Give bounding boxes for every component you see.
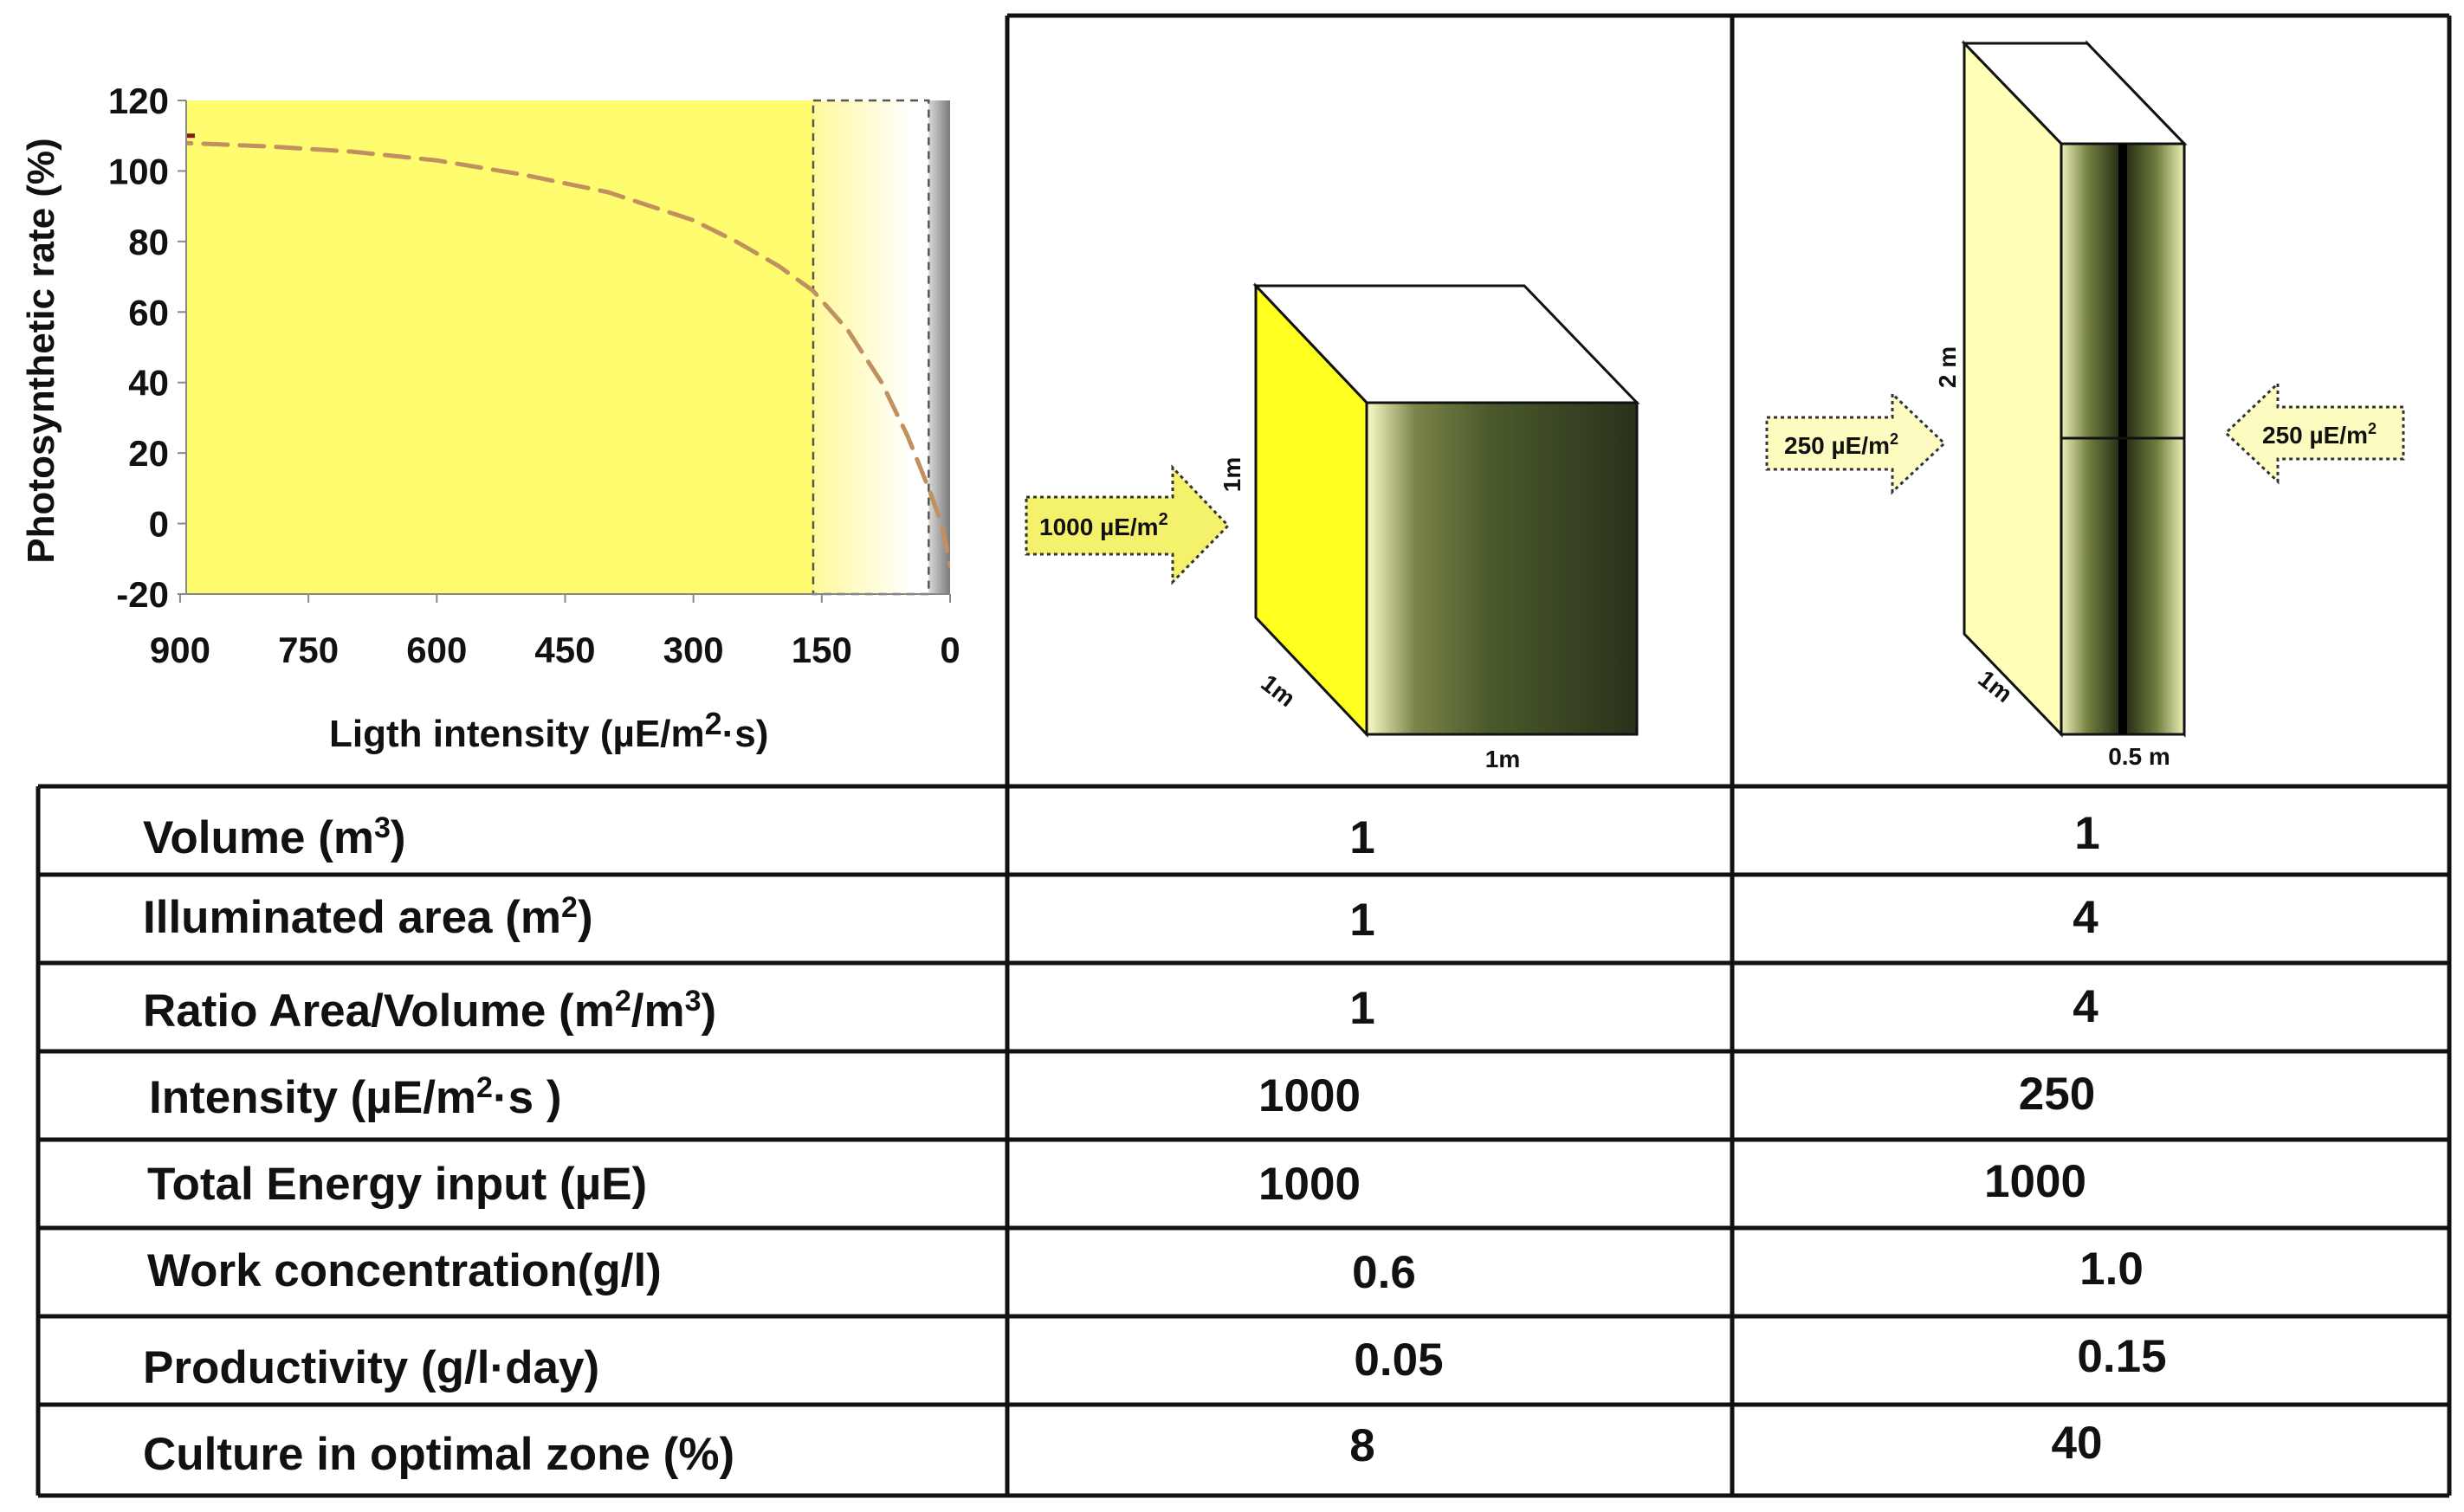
light-arrow-1000: 1000 µE/m2 bbox=[1025, 464, 1231, 585]
y-tick-label: 80 bbox=[128, 222, 169, 262]
row-value-concentration-cube: 0.6 bbox=[1352, 1247, 1416, 1298]
row-value-productivity-cube: 0.05 bbox=[1354, 1334, 1443, 1386]
row-value-concentration-panel: 1.0 bbox=[2079, 1244, 2144, 1295]
row-value-volume-cube: 1 bbox=[1349, 812, 1374, 863]
y-tick-label: 20 bbox=[128, 433, 169, 474]
flat-panel-photobioreactor-diagram: 250 µE/m2 250 µE/m2 2 m 1m 0.5 m bbox=[1765, 40, 2405, 770]
y-tick-label: 120 bbox=[108, 81, 169, 121]
row-value-ratio-panel: 4 bbox=[2073, 981, 2099, 1032]
row-value-optimal-panel: 40 bbox=[2052, 1418, 2103, 1469]
row-label-total-energy: Total Energy input (µE) bbox=[147, 1159, 647, 1210]
cube-height-label: 1m bbox=[1219, 457, 1245, 492]
row-label-productivity: Productivity (g/l·day) bbox=[143, 1342, 599, 1393]
comparison-table-grid bbox=[36, 13, 2452, 1498]
row-value-volume-panel: 1 bbox=[2074, 808, 2099, 859]
row-value-energy-cube: 1000 bbox=[1258, 1159, 1361, 1210]
optimal-zone-shading bbox=[812, 100, 929, 594]
row-value-ratio-cube: 1 bbox=[1349, 983, 1374, 1034]
cube-depth-label: 1m bbox=[1256, 669, 1300, 712]
y-tick-label: -20 bbox=[116, 574, 169, 615]
row-label-volume: Volume (m3) bbox=[143, 811, 406, 863]
row-value-area-cube: 1 bbox=[1349, 895, 1374, 946]
cube-front-face bbox=[1365, 401, 1639, 736]
x-tick-label: 750 bbox=[278, 630, 339, 670]
row-label-optimal-zone: Culture in optimal zone (%) bbox=[143, 1429, 734, 1480]
panel-illuminated-side bbox=[1963, 40, 2063, 738]
y-tick-label: 60 bbox=[128, 292, 169, 333]
row-value-intensity-panel: 250 bbox=[2019, 1069, 2095, 1120]
row-label-illuminated-area: Illuminated area (m2) bbox=[143, 891, 593, 943]
x-tick-label: 600 bbox=[406, 630, 467, 670]
cube-photobioreactor-diagram: 1000 µE/m2 1m 1m 1m bbox=[1025, 282, 1640, 772]
x-tick-label: 450 bbox=[534, 630, 595, 670]
row-label-work-concentration: Work concentration(g/l) bbox=[147, 1245, 662, 1296]
x-tick-label: 900 bbox=[150, 630, 210, 670]
photosynthesis-chart: 120 100 80 60 40 20 0 -20 900 750 600 450 300 150 0 L… bbox=[20, 81, 960, 755]
y-axis-title: Photosynthetic rate (%) bbox=[20, 138, 62, 563]
row-value-productivity-panel: 0.15 bbox=[2077, 1331, 2166, 1382]
row-value-intensity-cube: 1000 bbox=[1258, 1070, 1361, 1121]
cube-width-label: 1m bbox=[1485, 746, 1520, 772]
svg-text:250 µE/m2: 250 µE/m2 bbox=[2262, 420, 2377, 449]
row-label-ratio-area-volume: Ratio Area/Volume (m2/m3) bbox=[143, 985, 716, 1037]
comparison-table: Volume (m3) 1 1 Illuminated area (m2) 1 … bbox=[143, 808, 2167, 1480]
y-tick-label: 100 bbox=[108, 151, 169, 191]
light-arrow-left-250: 250 µE/m2 bbox=[1765, 391, 1947, 495]
light-arrow-right-250: 250 µE/m2 bbox=[2223, 380, 2405, 485]
x-tick-label: 300 bbox=[663, 630, 724, 670]
row-value-area-panel: 4 bbox=[2073, 892, 2099, 943]
x-axis-title: Ligth intensity (µE/m2·s) bbox=[329, 706, 768, 755]
svg-text:250 µE/m2: 250 µE/m2 bbox=[1784, 430, 1898, 459]
row-label-intensity: Intensity (µE/m2·s ) bbox=[149, 1071, 561, 1123]
row-value-energy-panel: 1000 bbox=[1984, 1156, 2086, 1207]
panel-width-label: 0.5 m bbox=[2108, 743, 2170, 770]
svg-text:1000 µE/m2: 1000 µE/m2 bbox=[1039, 510, 1168, 540]
row-value-optimal-cube: 8 bbox=[1349, 1420, 1374, 1471]
x-tick-label: 0 bbox=[940, 630, 960, 670]
dark-zone-shading bbox=[928, 100, 950, 594]
y-tick-label: 40 bbox=[128, 363, 169, 404]
panel-height-label: 2 m bbox=[1934, 346, 1961, 388]
y-tick-label: 0 bbox=[149, 504, 169, 545]
x-tick-label: 150 bbox=[792, 630, 852, 670]
